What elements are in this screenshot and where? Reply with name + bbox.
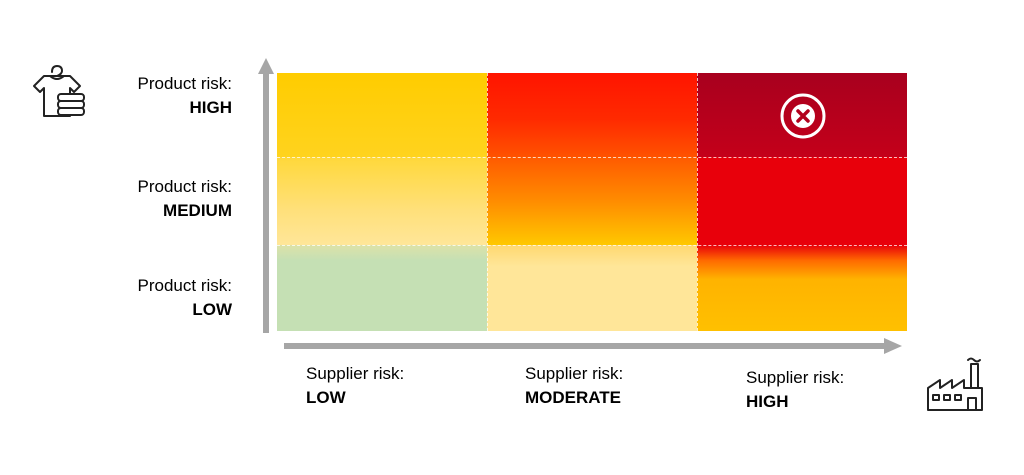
col-level-text: LOW <box>306 388 346 407</box>
row-level-text: LOW <box>192 300 232 319</box>
cell-medium-low <box>277 157 487 245</box>
col-label-low: Supplier risk: LOW <box>306 362 404 410</box>
clothing-icon <box>33 65 85 117</box>
row-level-text: HIGH <box>189 98 233 117</box>
grid-line <box>277 245 907 246</box>
cell-high-low <box>277 73 487 157</box>
cell-medium-moderate <box>487 157 697 245</box>
cell-high-moderate <box>487 73 697 157</box>
row-label-text: Product risk: <box>137 276 232 295</box>
supplier-risk-axis <box>284 338 902 354</box>
reject-x-icon <box>780 93 826 139</box>
col-label-moderate: Supplier risk: MODERATE <box>525 362 623 410</box>
cell-low-moderate <box>487 245 697 331</box>
grid-line <box>277 157 907 158</box>
row-label-text: Product risk: <box>137 74 232 93</box>
factory-icon <box>927 357 983 411</box>
row-label-medium: Product risk: MEDIUM <box>138 175 232 223</box>
col-label-text: Supplier risk: <box>306 364 405 383</box>
row-level-text: MEDIUM <box>163 201 232 220</box>
grid-line <box>487 73 488 331</box>
col-label-high: Supplier risk: HIGH <box>746 366 844 414</box>
col-label-text: Supplier risk: <box>746 368 845 387</box>
cell-low-low <box>277 245 487 331</box>
row-label-high: Product risk: HIGH <box>138 72 232 120</box>
product-risk-axis <box>258 58 274 333</box>
col-label-text: Supplier risk: <box>525 364 624 383</box>
row-label-low: Product risk: LOW <box>138 274 232 322</box>
col-level-text: MODERATE <box>525 388 622 407</box>
grid-line <box>697 73 698 331</box>
cell-low-high <box>697 245 907 331</box>
row-label-text: Product risk: <box>137 177 232 196</box>
col-level-text: HIGH <box>746 392 789 411</box>
cell-medium-high <box>697 157 907 245</box>
risk-matrix <box>277 73 907 331</box>
